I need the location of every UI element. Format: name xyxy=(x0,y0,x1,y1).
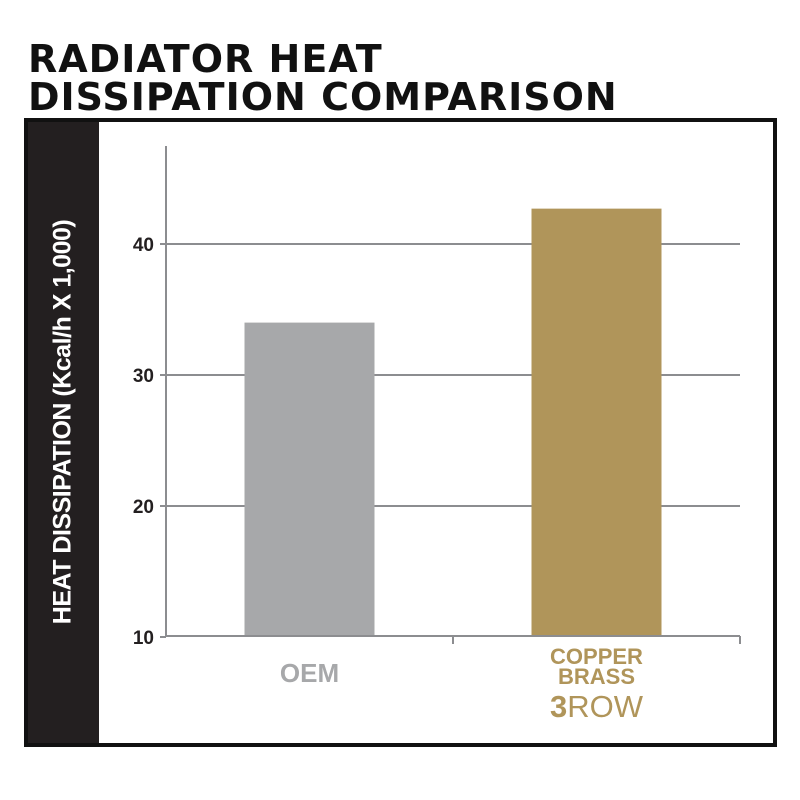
y-axis-label-panel: HEAT DISSIPATION (Kcal/h X 1,000) xyxy=(28,122,99,743)
y-tick-label-20: 20 xyxy=(133,497,154,518)
x-category-badge-2: 3ROW xyxy=(550,689,644,724)
chart-title-line-1: RADIATOR HEAT xyxy=(28,37,383,81)
badge-number: 3 xyxy=(550,689,567,724)
bar-1 xyxy=(244,322,375,636)
x-category-label-2-line-2: BRASS xyxy=(558,664,635,689)
y-tick-label-10: 10 xyxy=(133,628,154,649)
chart-title-line-2: DISSIPATION COMPARISON xyxy=(28,75,618,119)
chart-title: RADIATOR HEAT DISSIPATION COMPARISON xyxy=(28,40,618,116)
badge-text: ROW xyxy=(567,689,644,724)
y-tick-label-40: 40 xyxy=(133,235,154,256)
bar-2 xyxy=(531,208,662,636)
x-category-label-1: OEM xyxy=(280,658,339,688)
y-tick-label-30: 30 xyxy=(133,366,154,387)
x-category-label-2-line-1: COPPER xyxy=(550,644,643,669)
